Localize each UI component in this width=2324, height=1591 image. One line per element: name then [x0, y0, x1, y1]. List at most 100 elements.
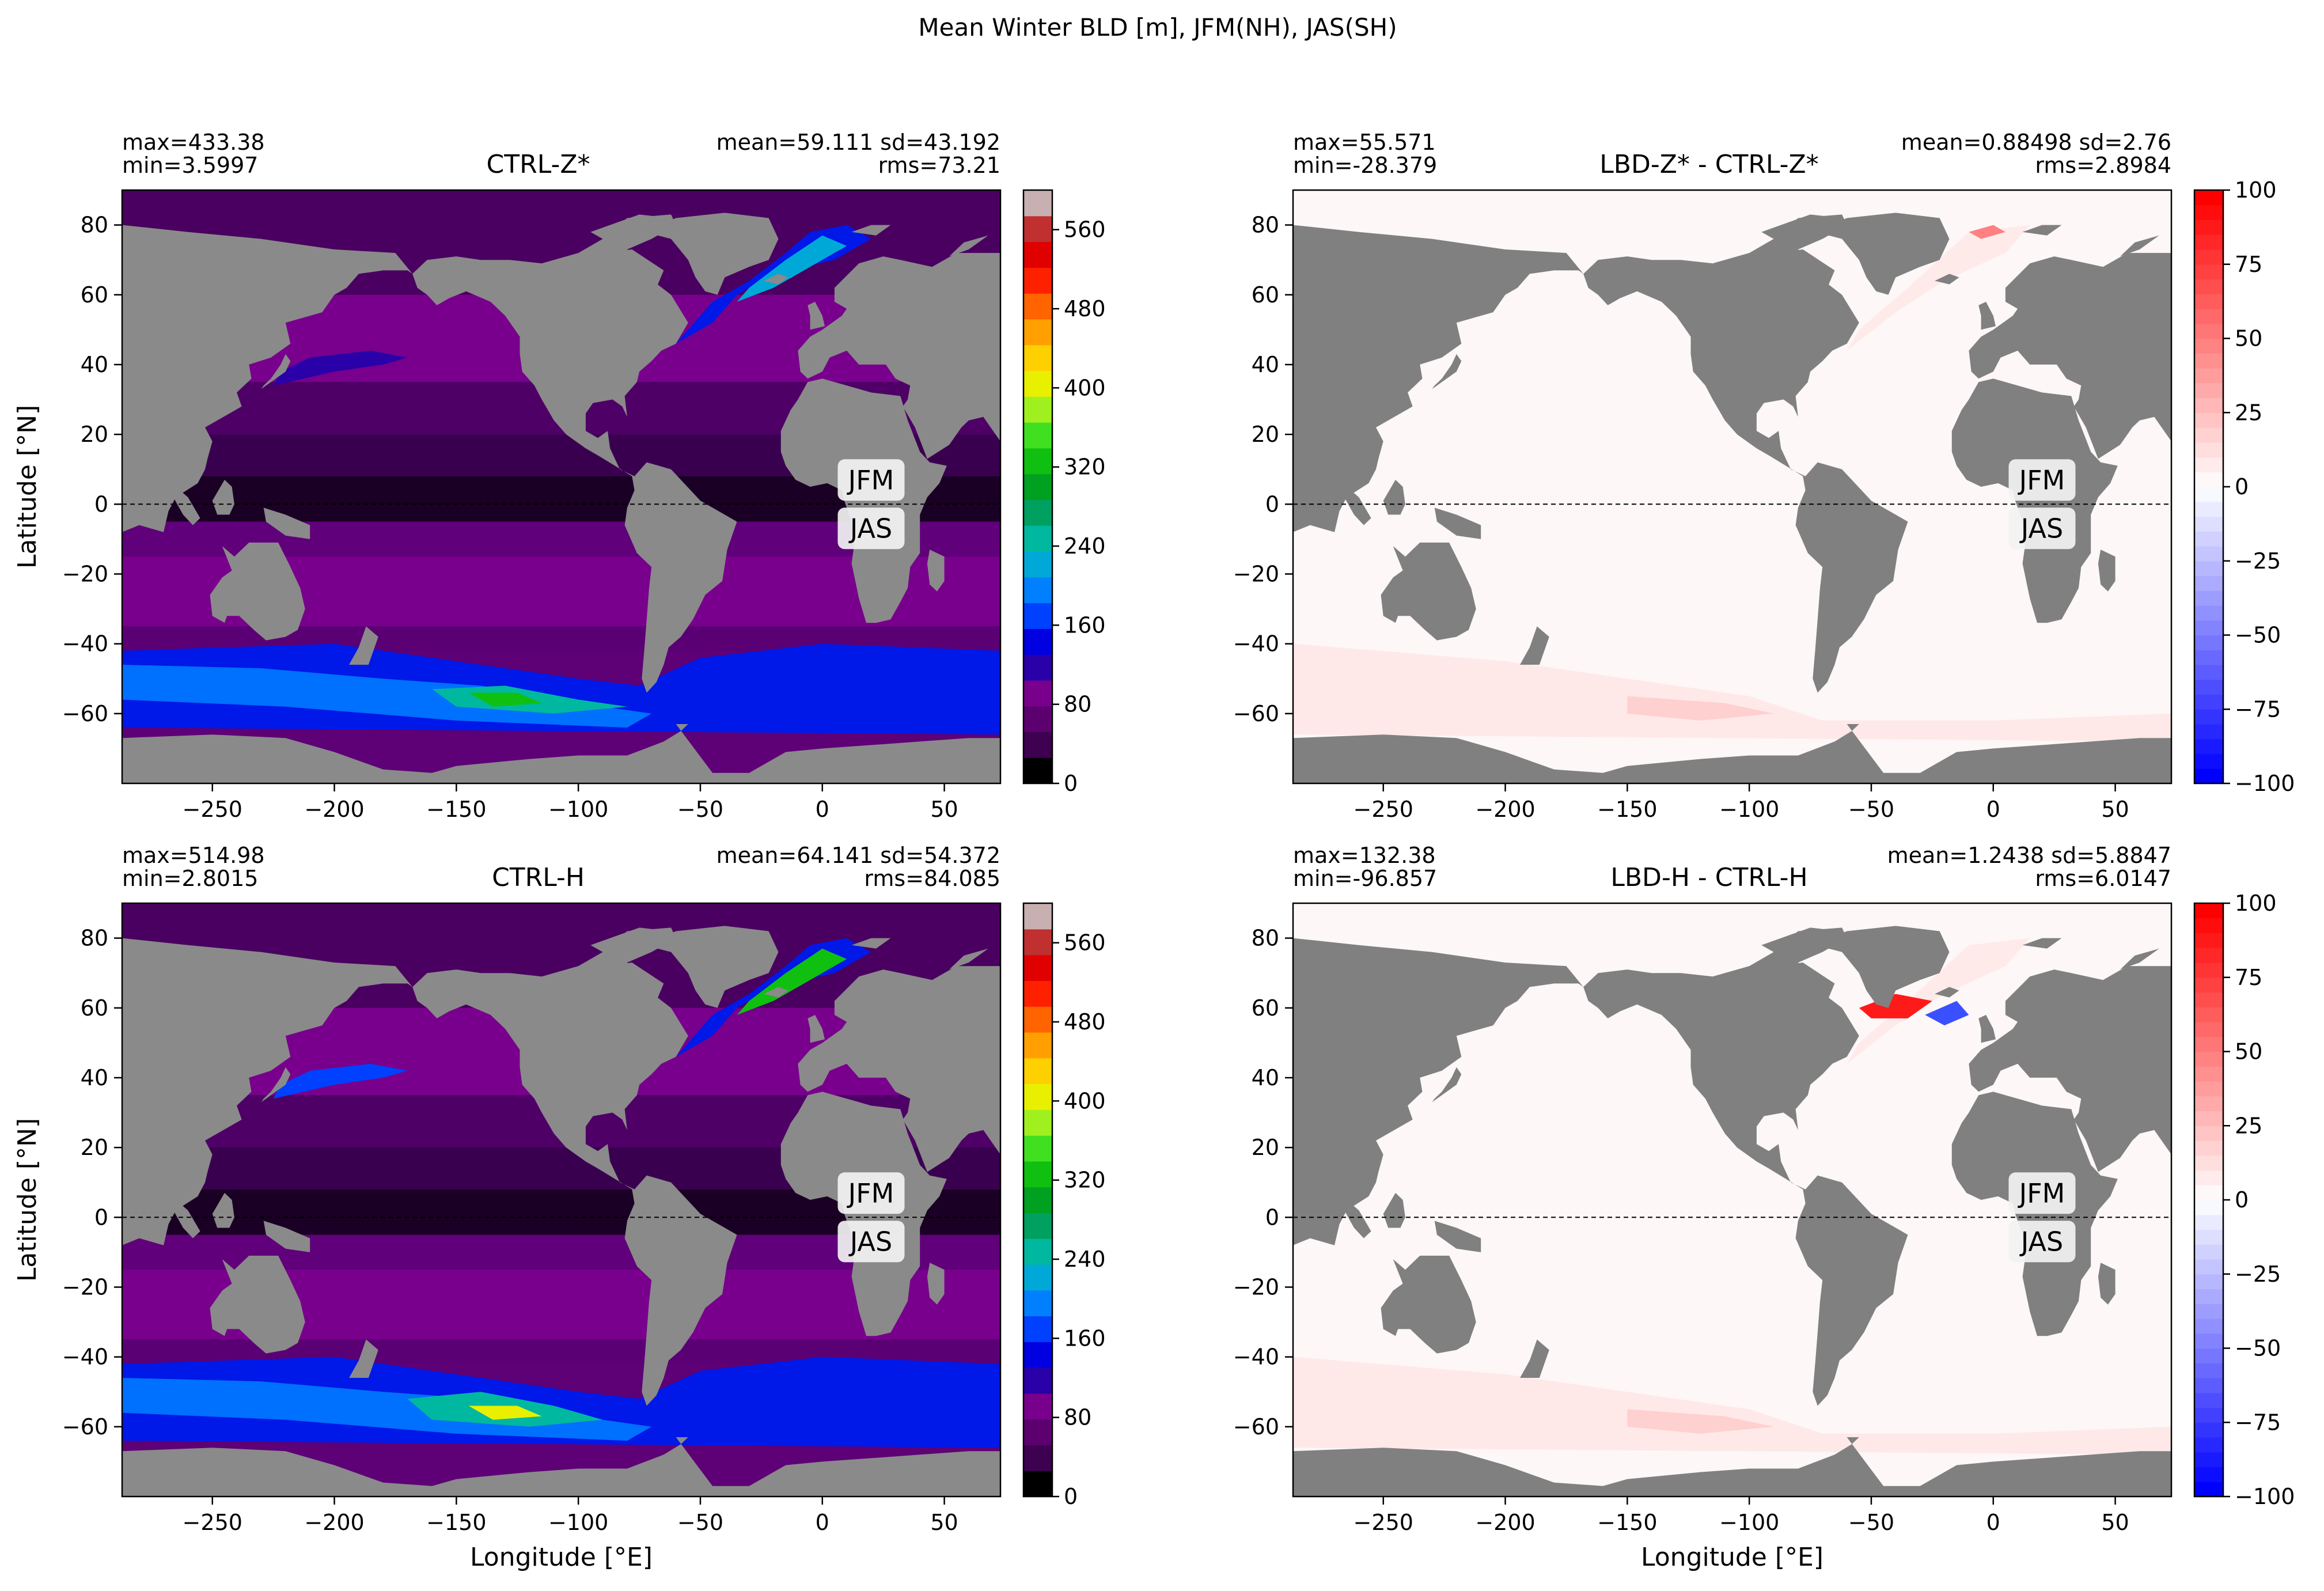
y-tick-label: 40 — [1252, 1065, 1279, 1090]
x-tick-label: 50 — [2101, 797, 2129, 822]
x-tick-label: −50 — [677, 797, 723, 822]
y-tick-label: 60 — [81, 282, 108, 308]
y-tick-label: 60 — [1252, 282, 1279, 308]
y-tick-label: −60 — [1233, 701, 1279, 726]
land-newguinea — [263, 507, 310, 539]
colorbar-tick-label: −25 — [2235, 1262, 2281, 1287]
land-madagascar — [927, 550, 945, 592]
season-box-jas — [837, 1221, 905, 1263]
y-tick-label: 20 — [1252, 1135, 1279, 1160]
land-newguinea — [1434, 507, 1481, 539]
colorbar-tick-label: 480 — [1064, 1009, 1106, 1035]
land-eurasia_east — [1293, 938, 1584, 1245]
land-svalbard — [2022, 225, 2062, 236]
land-americas — [1583, 214, 1908, 693]
colorbar-tick-label: 560 — [1064, 217, 1106, 243]
y-axis-label: Latitude [°N] — [13, 405, 42, 569]
x-axis-label: Longitude [°E] — [1641, 1543, 1823, 1572]
x-tick-label: 50 — [2101, 1510, 2129, 1535]
land-eurasia_west — [1969, 966, 2171, 1172]
land-antarctica — [1293, 724, 2171, 783]
panel-title: LBD-Z* - CTRL-Z* — [1599, 150, 1818, 179]
land-nz — [349, 626, 378, 665]
land-borneo — [212, 479, 234, 515]
land-borneo — [1383, 479, 1405, 515]
season-box-jas — [2008, 507, 2076, 550]
land-sumatra — [1344, 1200, 1371, 1238]
land-greenland — [644, 926, 779, 1008]
land-uk — [807, 1014, 825, 1043]
season-label: JFM — [2018, 1177, 2065, 1209]
colorbar-tick-label: 240 — [1064, 1247, 1106, 1272]
y-tick-label: −40 — [1233, 631, 1279, 657]
land-uk — [807, 301, 825, 330]
y-tick-label: 0 — [1265, 491, 1279, 517]
land-iceland — [1935, 274, 1959, 285]
y-tick-label: 80 — [1252, 926, 1279, 951]
land-greenland — [1815, 926, 1950, 1008]
x-tick-label: −250 — [1354, 1510, 1413, 1535]
land-uk — [1978, 301, 1996, 330]
y-tick-label: −20 — [1233, 1274, 1279, 1300]
x-tick-label: 50 — [930, 797, 958, 822]
stat-rms: rms=2.8984 — [2035, 153, 2171, 178]
season-box-jas — [837, 507, 905, 550]
y-tick-label: −40 — [62, 631, 108, 657]
colorbar: 560 480 400 320 240 160 80 0 — [1022, 902, 1106, 1509]
colorbar-tick-label: 160 — [1064, 612, 1106, 638]
y-tick-label: 20 — [81, 1135, 108, 1160]
y-tick-label: −60 — [62, 1414, 108, 1440]
y-tick-label: 0 — [1265, 1204, 1279, 1230]
colorbar-tick-label: 400 — [1064, 1088, 1106, 1113]
x-tick-label: −50 — [1848, 1510, 1894, 1535]
colorbar-tick-label: 25 — [2235, 1113, 2262, 1138]
land-svalbard — [851, 225, 891, 236]
y-tick-label: −60 — [62, 701, 108, 726]
colorbar-tick-label: 25 — [2235, 400, 2262, 425]
colorbar-tick-label: 480 — [1064, 296, 1106, 321]
stat-mean-sd: mean=64.141 sd=54.372 — [716, 843, 1000, 868]
land-australia — [210, 542, 305, 641]
land-japan — [261, 354, 291, 389]
y-tick-label: 60 — [1252, 995, 1279, 1021]
x-tick-label: −200 — [1475, 797, 1535, 822]
land-australia — [210, 1255, 305, 1354]
colorbar-tick-label: 80 — [1064, 692, 1091, 717]
land-newguinea — [1434, 1221, 1481, 1252]
land-svalbard — [851, 938, 891, 949]
stat-max: max=55.571 — [1293, 130, 1436, 155]
land-americas — [412, 927, 737, 1406]
land-japan — [1432, 1067, 1462, 1103]
stat-min: min=-28.379 — [1293, 153, 1437, 178]
x-tick-label: 0 — [1986, 797, 2000, 822]
y-axis-label: Latitude [°N] — [13, 1118, 42, 1282]
suptitle: Mean Winter BLD [m], JFM(NH), JAS(SH) — [918, 13, 1397, 41]
land-baffin — [602, 963, 664, 1001]
y-tick-label: 80 — [81, 213, 108, 238]
colorbar-tick-label: −100 — [2235, 1484, 2295, 1509]
colorbar-tick-label: 0 — [2235, 1187, 2249, 1213]
y-tick-label: 40 — [1252, 352, 1279, 377]
colorbar-tick-label: 0 — [2235, 474, 2249, 499]
land-novaya — [949, 235, 988, 257]
x-tick-label: −50 — [677, 1510, 723, 1535]
land-ellesmere — [1761, 927, 1842, 952]
y-tick-label: 40 — [81, 352, 108, 377]
x-tick-label: −250 — [183, 797, 242, 822]
stat-mean-sd: mean=0.88498 sd=2.76 — [1901, 130, 2171, 155]
x-tick-label: −100 — [1719, 1510, 1779, 1535]
y-tick-label: −20 — [62, 561, 108, 586]
y-tick-label: 80 — [1252, 213, 1279, 238]
land-australia — [1381, 1255, 1476, 1354]
land-nz — [1520, 1339, 1549, 1378]
land-americas — [1583, 927, 1908, 1406]
colorbar-tick-label: −75 — [2235, 696, 2281, 722]
colorbar-tick-label: −50 — [2235, 1336, 2281, 1361]
axes-frame — [1292, 189, 2173, 785]
x-tick-label: 50 — [930, 1510, 958, 1535]
land-nz — [1520, 626, 1549, 665]
land-svalbard — [2022, 938, 2062, 949]
